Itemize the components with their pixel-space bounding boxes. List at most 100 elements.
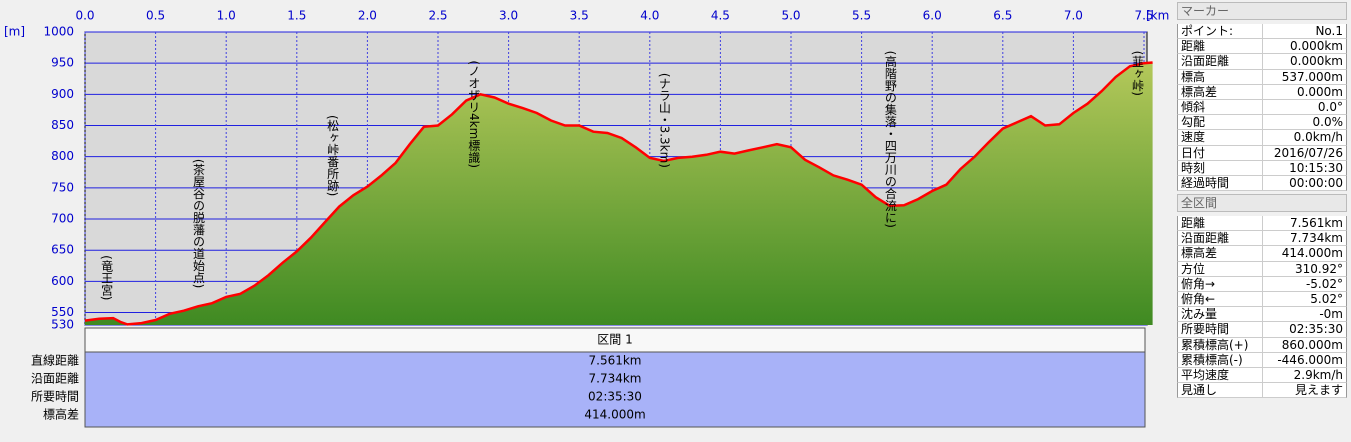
row-value: No.1 [1261,24,1347,39]
row-value: 310.92° [1261,261,1347,276]
marker-row: 経過時間 00:00:00 [1177,175,1347,192]
row-label: ポイント: [1181,24,1234,38]
section-label: 沿面距離 [31,372,79,386]
y-tick-label: 800 [51,149,74,163]
row-value: 860.000m [1261,337,1347,352]
row-label: 速度 [1181,130,1206,145]
row-value: 0.0° [1261,99,1347,115]
x-tick-label: 7.5 [1134,9,1153,23]
y-tick-label: 700 [51,212,74,226]
row-label: 所要時間 [1181,322,1230,337]
x-tick-label: 2.0 [358,9,377,23]
marker-title: マーカー [1177,2,1347,20]
row-label: 累積標高(-) [1181,352,1243,367]
row-label: 方位 [1181,261,1206,276]
row-value: 0.000km [1261,39,1347,54]
x-tick-label: 1.5 [287,9,306,23]
total-title: 全区間 [1177,194,1347,212]
profile-line [84,61,1153,326]
row-label: 距離 [1181,216,1206,230]
row-label: 沿面距離 [1181,231,1230,246]
x-tick-label: 5.0 [781,9,800,23]
section-label: 標高差 [43,407,79,422]
x-tick-label: 2.5 [428,9,447,23]
row-label: 俯角→ [1181,276,1216,291]
row-value: 537.000m [1261,69,1347,84]
row-label: 標高 [1181,69,1206,84]
row-label: 距離 [1181,39,1206,54]
row-value: 10:15:30 [1261,160,1347,175]
total-row: 方位 310.92° [1177,261,1347,277]
row-value: 00:00:00 [1261,175,1347,191]
marker-row: ポイント: No.1 [1177,24,1347,40]
y-tick-label: 750 [51,180,74,194]
total-row: 俯角→ -5.02° [1177,276,1347,292]
marker-row: 勾配 0.0% [1177,115,1347,131]
y-unit: [m] [4,25,25,39]
row-label: 時刻 [1181,160,1206,175]
section-value: 414.000m [584,408,645,422]
y-tick-label: 550 [51,305,74,319]
row-label: 日付 [1181,145,1206,160]
x-tick-label: 0.0 [75,9,94,23]
total-row: 累積標高(+) 860.000m [1177,337,1347,353]
total-row: 累積標高(-) -446.000m [1177,352,1347,368]
marker-row: 時刻 10:15:30 [1177,160,1347,176]
marker-row: 日付 2016/07/26 [1177,145,1347,161]
x-tick-label: 1.0 [217,9,236,23]
x-tick-label: 6.5 [993,9,1012,23]
row-value: 7.561km [1261,216,1347,231]
section-label: 所要時間 [31,390,79,404]
marker-row: 速度 0.0km/h [1177,130,1347,146]
y-tick-label: 1000 [43,25,74,39]
section-value: 7.734km [589,372,642,386]
row-label: 見通し [1181,383,1218,398]
section-title: 区間 1 [597,333,632,347]
row-value: 見えます [1261,383,1347,398]
annotation: (松ヶ峠番所跡) [326,115,340,196]
row-value: -0m [1261,307,1347,322]
row-value: -446.000m [1261,352,1347,367]
annotation: (ノオザリ4km標識) [467,60,481,168]
area-fill [85,62,1153,325]
row-label: 沿面距離 [1181,54,1230,69]
annotation: (韮ヶ峠) [1130,51,1144,96]
section-label: 直線距離 [31,353,79,368]
y-tick-label: 850 [51,118,74,132]
row-label: 標高差 [1181,246,1218,261]
row-value: -5.02° [1261,276,1347,291]
row-label: 累積標高(+) [1181,337,1249,352]
y-tick-label: 600 [51,274,74,288]
section-value: 02:35:30 [588,390,642,404]
x-tick-label: 4.0 [640,9,659,23]
total-row: 標高差 414.000m [1177,246,1347,262]
x-tick-label: 0.5 [146,9,165,23]
marker-row: 標高 537.000m [1177,69,1347,85]
x-unit: [km] [1146,9,1170,23]
total-panel: 全区間 距離 7.561km 沿面距離 7.734km 標高差 414.000m 方位 310… [1177,194,1347,399]
y-tick-label: 650 [51,243,74,257]
row-value: 0.000km [1261,54,1347,69]
row-value: 0.000m [1261,84,1347,99]
total-row: 沈み量 -0m [1177,307,1347,323]
row-label: 平均速度 [1181,367,1230,382]
marker-row: 距離 0.000km [1177,39,1347,55]
row-value: 7.734km [1261,231,1347,246]
x-tick-label: 6.0 [923,9,942,23]
y-tick-label: 900 [51,87,74,101]
marker-row: 沿面距離 0.000km [1177,54,1347,70]
total-row: 沿面距離 7.734km [1177,231,1347,247]
annotation: (竜王宮) [100,255,114,300]
annotation: (ナラ山・3.3km) [657,73,671,168]
total-row: 俯角← 5.02° [1177,291,1347,308]
x-tick-label: 7.0 [1064,9,1083,23]
row-label: 沈み量 [1181,307,1218,322]
row-value: 5.02° [1261,291,1347,307]
annotation: (茶屋谷の脱藩の道始点) [191,159,205,288]
row-value: 02:35:30 [1261,322,1347,337]
row-label: 俯角← [1181,291,1216,306]
marker-row: 標高差 0.000m [1177,84,1347,100]
row-label: 経過時間 [1181,175,1230,190]
